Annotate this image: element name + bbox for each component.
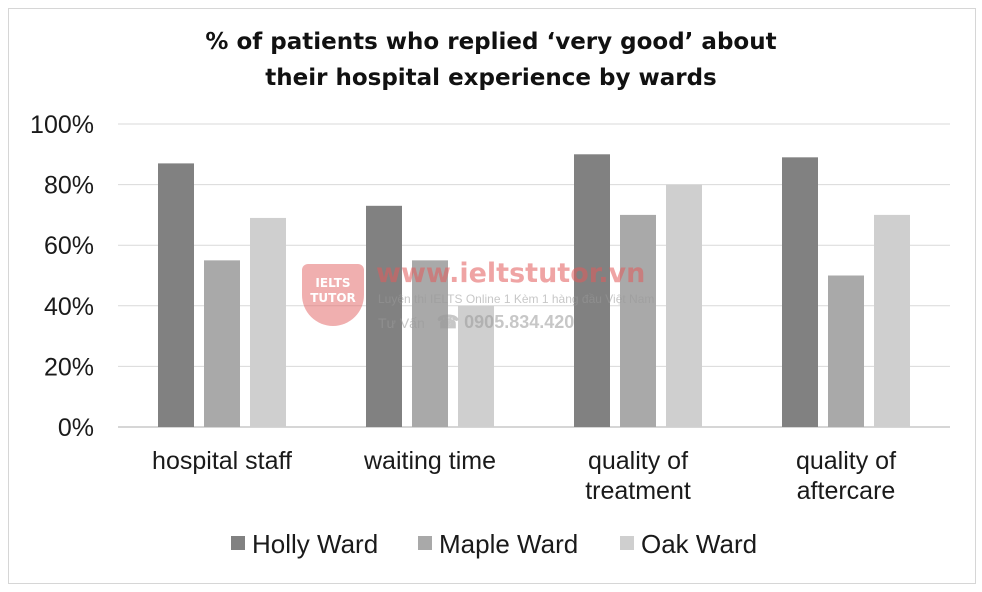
bar xyxy=(620,214,656,427)
x-axis-category-labels: hospital staff waiting time quality oftrea… xyxy=(152,447,896,505)
bar xyxy=(666,184,702,427)
bar xyxy=(366,205,402,427)
x-category-label: waiting time xyxy=(363,447,496,475)
chart-title: % of patients who replied ‘very good’ ab… xyxy=(0,24,982,96)
bar xyxy=(874,214,910,427)
chart-title-line-1: % of patients who replied ‘very good’ ab… xyxy=(205,29,777,55)
bar xyxy=(782,157,818,427)
bar xyxy=(458,305,494,427)
bar xyxy=(828,275,864,427)
x-category-label: hospital staff xyxy=(152,447,292,475)
legend-swatch xyxy=(418,536,432,550)
bar xyxy=(574,154,610,428)
legend-label: Holly Ward xyxy=(252,529,378,559)
bar xyxy=(204,260,240,427)
legend-label: Maple Ward xyxy=(439,529,578,559)
y-tick-label: 60% xyxy=(44,232,94,260)
chart-title-line-2: their hospital experience by wards xyxy=(265,65,717,91)
y-tick-label: 100% xyxy=(30,111,94,139)
legend-swatch xyxy=(231,536,245,550)
x-category-label: quality of xyxy=(588,447,688,475)
x-category-label: quality of xyxy=(796,447,896,475)
bars xyxy=(158,154,910,428)
legend-label: Oak Ward xyxy=(641,529,757,559)
y-tick-label: 80% xyxy=(44,172,94,200)
bar xyxy=(412,260,448,427)
bar xyxy=(158,163,194,427)
x-category-label: aftercare xyxy=(797,477,896,505)
bar xyxy=(250,217,286,427)
y-tick-label: 40% xyxy=(44,293,94,321)
legend-swatch xyxy=(620,536,634,550)
legend: Holly Ward Maple Ward Oak Ward xyxy=(231,529,757,559)
y-tick-label: 0% xyxy=(58,414,94,442)
gridlines xyxy=(118,123,950,428)
y-axis-tick-labels: 0% 20% 40% 60% 80% 100% xyxy=(30,111,94,442)
y-tick-label: 20% xyxy=(44,353,94,381)
x-category-label: treatment xyxy=(585,477,691,505)
